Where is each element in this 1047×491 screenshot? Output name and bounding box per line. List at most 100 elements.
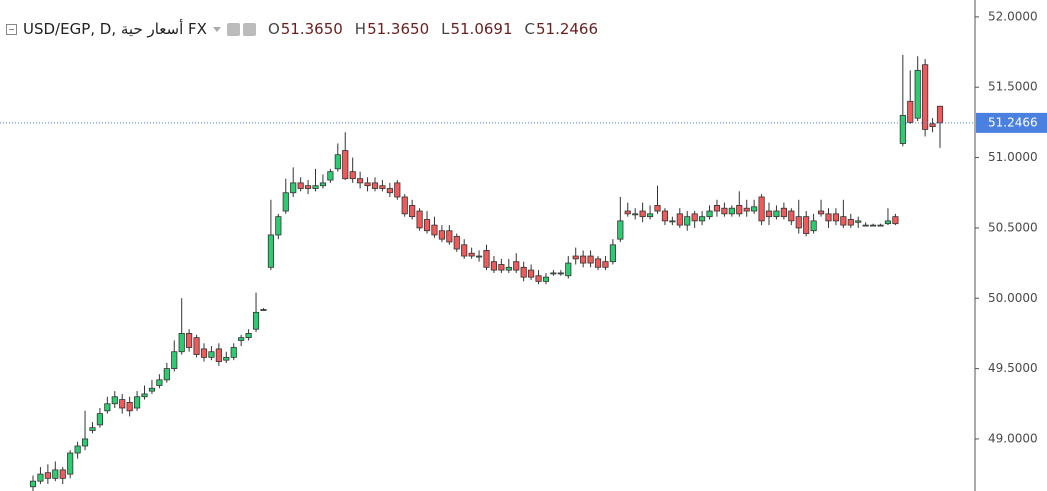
candle-body: [580, 255, 587, 264]
candle-body: [186, 333, 193, 348]
candle-body: [438, 230, 445, 240]
candle-body: [728, 207, 735, 215]
candle-body: [52, 469, 59, 479]
candle-body: [297, 182, 304, 189]
candle-body: [468, 252, 475, 257]
candle-body: [542, 276, 550, 282]
candle-body: [453, 235, 460, 250]
candle-body: [528, 269, 535, 278]
candle-body: [505, 266, 512, 271]
candle-body: [706, 210, 713, 218]
candle-body: [751, 206, 758, 212]
last-price-label: 51.2466: [988, 115, 1038, 129]
candle-body: [59, 469, 66, 479]
candle-body: [870, 224, 877, 227]
candle-body: [639, 210, 646, 218]
dropdown-arrow[interactable]: [212, 26, 221, 32]
candle-body: [304, 185, 312, 189]
candle-body: [334, 154, 341, 170]
candle-body: [810, 220, 817, 232]
candle-body: [825, 213, 832, 222]
candle-body: [416, 210, 423, 229]
candle-body: [736, 205, 743, 215]
y-tick-label: 51.0000: [988, 150, 1038, 164]
candle-body: [349, 171, 356, 180]
candle-body: [364, 182, 371, 187]
candle-body: [119, 399, 126, 409]
candle-body: [847, 219, 854, 226]
ohlc-label: L: [441, 20, 450, 38]
candle-body: [208, 351, 215, 358]
legend-header: USD/EGP, D, أسعار حية FX O 51.3650 H 51.365…: [6, 18, 599, 40]
candle-body: [423, 219, 431, 232]
candle-body: [483, 250, 490, 268]
candle-body: [565, 262, 572, 277]
candle-body: [632, 213, 639, 216]
candle-body: [223, 356, 230, 361]
candle-body: [171, 351, 178, 370]
candle-body: [803, 216, 810, 234]
candle-body: [319, 182, 327, 187]
candle-body: [111, 396, 118, 405]
candle-body: [386, 188, 393, 194]
candle-body: [394, 182, 401, 198]
candle-body: [282, 192, 289, 212]
settings-icon[interactable]: [242, 22, 256, 36]
candle-body: [855, 220, 862, 223]
ohlc-values: O 51.3650 H 51.3650 L 51.0691 C 51.2466: [256, 20, 598, 38]
candle-body: [89, 427, 96, 431]
candle-body: [669, 220, 676, 223]
candle-body: [357, 178, 364, 184]
candle-body: [617, 220, 624, 240]
candle-body: [922, 64, 929, 130]
candle-body: [817, 210, 825, 215]
candle-body: [238, 337, 245, 341]
candle-body: [245, 333, 252, 339]
candle-body: [200, 348, 208, 358]
y-tick-label: 49.0000: [988, 431, 1038, 445]
candle-body: [148, 387, 156, 392]
y-tick-label: 52.0000: [988, 9, 1038, 23]
candle-body: [743, 207, 750, 212]
eye-icon[interactable]: [226, 22, 240, 36]
ohlc-label: C: [524, 20, 535, 38]
candle-body: [126, 401, 133, 412]
candle-body: [513, 261, 520, 271]
candle-body: [178, 333, 185, 353]
collapse-button[interactable]: [6, 23, 17, 35]
y-tick-label: 50.5000: [988, 220, 1038, 234]
candle-body: [914, 69, 921, 119]
candle-body: [409, 205, 416, 218]
candle-body: [141, 393, 148, 398]
candle-body: [96, 413, 103, 426]
candle-body: [676, 213, 683, 226]
candle-body: [44, 472, 51, 479]
y-tick-label: 51.5000: [988, 80, 1038, 94]
candle-body: [557, 272, 564, 275]
symbol-title: USD/EGP, D, أسعار حية FX: [23, 20, 207, 38]
candle-body: [461, 244, 468, 257]
candle-body: [899, 114, 906, 144]
ohlc-label: H: [354, 20, 367, 38]
ohlc-value: 51.3650: [280, 20, 343, 38]
candle-body: [862, 224, 869, 227]
candle-body: [74, 445, 81, 454]
ohlc-label: O: [267, 20, 280, 38]
candle-body: [230, 347, 237, 358]
candle-body: [379, 185, 386, 189]
candle-body: [907, 100, 914, 123]
candle-body: [134, 396, 141, 409]
candle-body: [661, 210, 669, 222]
candle-body: [29, 480, 37, 488]
candle-body: [699, 216, 706, 222]
candle-body: [163, 368, 170, 381]
candle-body: [572, 255, 579, 260]
candle-body: [840, 216, 847, 226]
ohlc-value: 51.3650: [367, 20, 430, 38]
candle-body: [587, 255, 594, 264]
candle-body: [780, 207, 787, 218]
candle-body: [550, 272, 557, 275]
candle-body: [312, 185, 319, 189]
